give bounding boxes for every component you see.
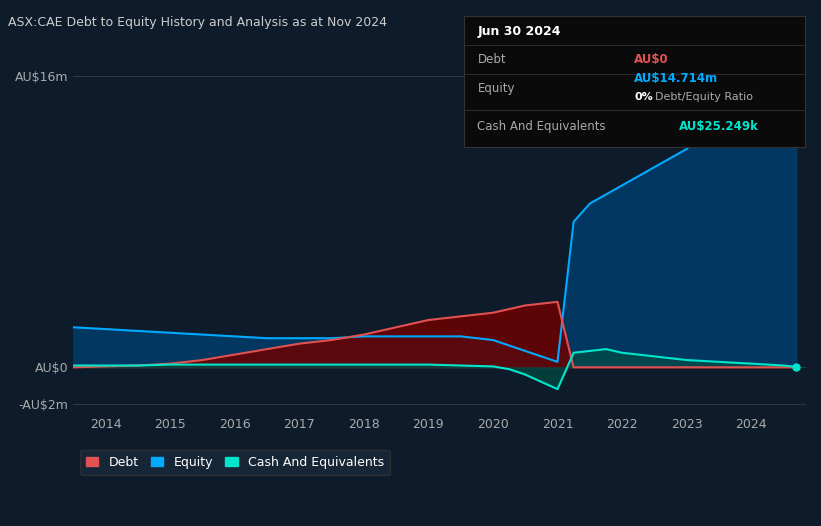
Text: 0%: 0% [635, 92, 653, 103]
Text: Jun 30 2024: Jun 30 2024 [478, 25, 561, 38]
Text: AU$0: AU$0 [635, 53, 669, 66]
Text: Debt: Debt [478, 53, 506, 66]
Text: Cash And Equivalents: Cash And Equivalents [478, 120, 606, 133]
Text: Debt/Equity Ratio: Debt/Equity Ratio [654, 92, 753, 103]
Legend: Debt, Equity, Cash And Equivalents: Debt, Equity, Cash And Equivalents [80, 450, 390, 476]
Text: AU$25.249k: AU$25.249k [678, 120, 759, 133]
Text: Equity: Equity [478, 82, 515, 95]
Text: AU$14.714m: AU$14.714m [635, 73, 718, 85]
Text: ASX:CAE Debt to Equity History and Analysis as at Nov 2024: ASX:CAE Debt to Equity History and Analy… [8, 16, 388, 29]
